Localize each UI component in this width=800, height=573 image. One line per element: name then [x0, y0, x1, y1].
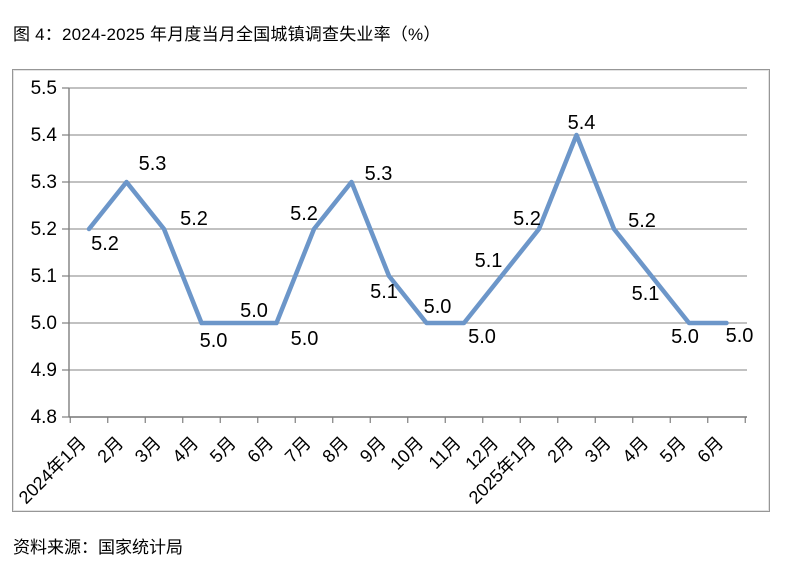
data-label: 5.3	[365, 163, 393, 185]
series-line	[86, 132, 729, 326]
data-label: 5.0	[468, 326, 496, 348]
data-label: 5.0	[200, 330, 228, 352]
x-tick-label: 11月	[425, 433, 465, 473]
data-label: 5.0	[424, 296, 452, 318]
y-tick-label: 4.9	[31, 360, 57, 381]
x-tick-label: 4月	[618, 433, 652, 467]
data-label: 5.2	[180, 208, 208, 230]
x-tick-label: 3月	[581, 433, 615, 467]
data-label: 5.0	[671, 326, 699, 348]
y-tick-label: 5.3	[31, 172, 57, 193]
x-tick-label: 6月	[243, 433, 277, 467]
y-tick-label: 4.8	[31, 407, 57, 428]
x-tick-label: 8月	[318, 433, 352, 467]
x-tick-label: 2月	[93, 433, 127, 467]
x-tick-label: 10月	[386, 433, 427, 474]
x-tick-label: 5月	[656, 433, 690, 467]
data-label: 5.3	[139, 153, 167, 175]
data-label: 5.2	[513, 208, 541, 230]
data-label: 5.1	[475, 250, 503, 272]
y-tick-label: 5.2	[31, 219, 57, 240]
x-tick-label: 2024年1月	[15, 433, 90, 508]
data-label: 5.2	[290, 203, 318, 225]
x-tick-label: 7月	[281, 433, 315, 467]
data-label: 5.4	[568, 112, 596, 134]
x-tick-label: 9月	[356, 433, 390, 467]
x-tick-label: 3月	[131, 433, 165, 467]
y-tick-label: 5.5	[31, 78, 57, 99]
data-label: 5.2	[91, 233, 119, 255]
x-tick-label: 2月	[543, 433, 577, 467]
chart-svg: 5.5 5.4 5.3 5.2 5.1 5.0 4.9 4.8 5.2 5.3 5.2 5.0 5.0 5…	[15, 78, 754, 508]
source-note: 资料来源：国家统计局	[13, 538, 183, 557]
x-tick-label: 6月	[693, 433, 727, 467]
x-tick-label: 4月	[168, 433, 202, 467]
data-label: 5.2	[628, 210, 656, 232]
x-tick-label: 5月	[206, 433, 240, 467]
chart-frame: 5.5 5.4 5.3 5.2 5.1 5.0 4.9 4.8 5.2 5.3 5.2 5.0 5.0 5…	[12, 69, 770, 512]
data-label: 5.0	[240, 300, 268, 322]
y-tick-label: 5.0	[31, 313, 57, 334]
figure-title: 图 4：2024-2025 年月度当月全国城镇调查失业率（%）	[13, 25, 441, 44]
y-tick-label: 5.1	[31, 266, 57, 287]
y-tick-label: 5.4	[31, 125, 58, 146]
data-label: 5.0	[291, 328, 319, 350]
data-label: 5.1	[370, 281, 398, 303]
data-label: 5.0	[726, 325, 754, 347]
data-label: 5.1	[632, 283, 660, 305]
